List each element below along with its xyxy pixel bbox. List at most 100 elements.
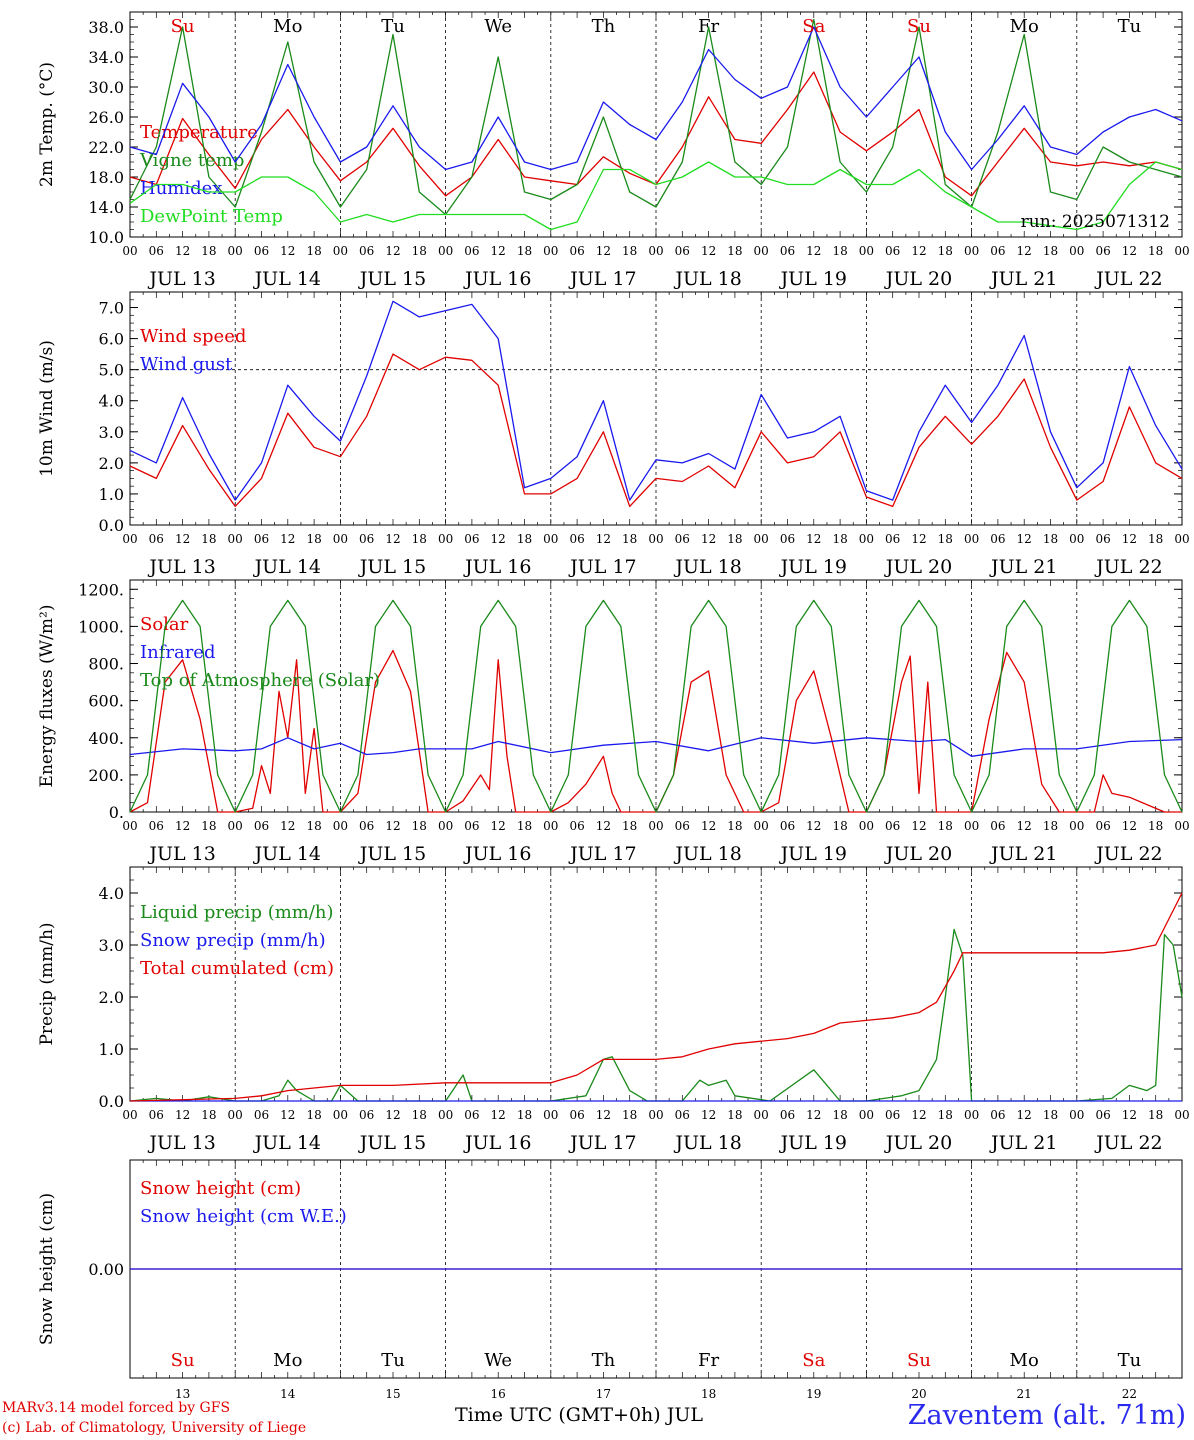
hour-tick-label: 12 xyxy=(385,1108,400,1122)
hour-tick-label: 00 xyxy=(543,532,558,546)
hour-tick-label: 06 xyxy=(1095,819,1110,833)
hour-tick-label: 06 xyxy=(780,1108,795,1122)
hour-tick-label: 12 xyxy=(1017,819,1032,833)
weekday-label: Tu xyxy=(381,16,405,37)
hour-tick-label: 06 xyxy=(464,819,479,833)
y-tick-label: 4.0 xyxy=(99,392,124,411)
date-label: JUL 20 xyxy=(884,1132,952,1154)
hour-tick-label: 06 xyxy=(359,244,374,258)
hour-tick-label: 12 xyxy=(1017,244,1032,258)
date-label: JUL 16 xyxy=(463,843,531,865)
hour-tick-label: 12 xyxy=(175,532,190,546)
y-tick-label: 10.0 xyxy=(88,228,124,247)
hour-tick-label: 12 xyxy=(596,819,611,833)
y-tick-label: 18.0 xyxy=(88,168,124,187)
day-number: 16 xyxy=(491,1387,506,1401)
hour-tick-label: 18 xyxy=(412,244,427,258)
date-label: JUL 21 xyxy=(989,1132,1057,1154)
y-tick-label: 3.0 xyxy=(99,423,124,442)
hour-tick-label: 06 xyxy=(359,1108,374,1122)
hour-tick-label: 06 xyxy=(990,1108,1005,1122)
weekday-label: Tu xyxy=(1118,16,1142,37)
series-line-wind-gust xyxy=(129,300,1183,501)
hour-tick-label: 12 xyxy=(701,532,716,546)
date-label: JUL 16 xyxy=(463,1132,531,1154)
weekday-label: We xyxy=(484,16,512,37)
hour-tick-label: 18 xyxy=(201,1108,216,1122)
hour-tick-label: 06 xyxy=(149,1108,164,1122)
legend-entry: Humidex xyxy=(140,178,222,199)
date-label: JUL 13 xyxy=(147,268,215,290)
hour-tick-label: 00 xyxy=(1069,1108,1084,1122)
hour-tick-label: 12 xyxy=(806,532,821,546)
model-credit: MARv3.14 model forced by GFS xyxy=(2,1400,231,1416)
hour-tick-label: 00 xyxy=(964,244,979,258)
hour-tick-label: 06 xyxy=(1095,244,1110,258)
hour-tick-label: 06 xyxy=(990,532,1005,546)
hour-tick-label: 12 xyxy=(175,819,190,833)
legend-entry: DewPoint Temp xyxy=(140,206,283,227)
weekday-label: Fr xyxy=(698,1350,719,1371)
date-label: JUL 20 xyxy=(884,268,952,290)
hour-tick-label: 00 xyxy=(1174,819,1189,833)
y-tick-label: 30.0 xyxy=(88,78,124,97)
hour-tick-label: 06 xyxy=(885,244,900,258)
date-label: JUL 15 xyxy=(358,843,426,865)
date-label: JUL 17 xyxy=(568,556,636,578)
date-label: JUL 19 xyxy=(779,556,847,578)
legend-entry: Snow precip (mm/h) xyxy=(140,930,326,951)
legend-entry: Snow height (cm W.E.) xyxy=(140,1206,347,1227)
y-tick-label: 34.0 xyxy=(88,48,124,67)
hour-tick-label: 18 xyxy=(938,532,953,546)
hour-tick-label: 18 xyxy=(306,532,321,546)
day-number: 13 xyxy=(175,1387,190,1401)
hour-tick-label: 00 xyxy=(333,244,348,258)
hour-tick-label: 00 xyxy=(859,244,874,258)
hour-tick-label: 06 xyxy=(885,1108,900,1122)
hour-tick-label: 00 xyxy=(438,532,453,546)
panel-4: 0.0 1.0 2.0 3.0 4.0 Precip (mm/h) 00 06 12 18 JUL … xyxy=(37,866,1190,1154)
hour-tick-label: 12 xyxy=(491,819,506,833)
hour-tick-label: 18 xyxy=(938,819,953,833)
y-tick-label: 22.0 xyxy=(88,138,124,157)
day-number: 19 xyxy=(806,1387,821,1401)
hour-tick-label: 12 xyxy=(385,819,400,833)
hour-tick-label: 06 xyxy=(359,819,374,833)
y-tick-label: 26.0 xyxy=(88,108,124,127)
hour-tick-label: 12 xyxy=(596,244,611,258)
hour-tick-label: 12 xyxy=(280,532,295,546)
y-tick-label: 1.0 xyxy=(99,485,124,504)
series-line-liquid-precip-mm-h- xyxy=(129,928,1183,1102)
date-label: JUL 19 xyxy=(779,1132,847,1154)
hour-tick-label: 12 xyxy=(491,532,506,546)
hour-tick-label: 00 xyxy=(1174,244,1189,258)
hour-tick-label: 00 xyxy=(228,1108,243,1122)
hour-tick-label: 18 xyxy=(412,819,427,833)
hour-tick-label: 18 xyxy=(306,819,321,833)
date-label: JUL 16 xyxy=(463,268,531,290)
y-tick-label: 3.0 xyxy=(99,936,124,955)
y-axis-label: Energy fluxes (W/m²) xyxy=(37,605,57,788)
footer-credits: MARv3.14 model forced by GFS (c) Lab. of… xyxy=(2,1398,306,1438)
hour-tick-label: 00 xyxy=(543,1108,558,1122)
hour-tick-label: 12 xyxy=(911,1108,926,1122)
hour-tick-label: 00 xyxy=(754,532,769,546)
date-label: JUL 13 xyxy=(147,843,215,865)
hour-tick-label: 18 xyxy=(727,1108,742,1122)
legend-entry: Total cumulated (cm) xyxy=(140,958,334,979)
hour-tick-label: 00 xyxy=(648,244,663,258)
hour-tick-label: 18 xyxy=(727,819,742,833)
date-label: JUL 19 xyxy=(779,268,847,290)
hour-tick-label: 12 xyxy=(596,532,611,546)
y-axis-label: 10m Wind (m/s) xyxy=(37,340,57,477)
legend-entry: Vigne temp xyxy=(139,150,244,171)
date-label: JUL 20 xyxy=(884,556,952,578)
hour-tick-label: 00 xyxy=(754,819,769,833)
date-label: JUL 14 xyxy=(253,843,321,865)
y-tick-label: 4.0 xyxy=(99,884,124,903)
y-axis-label: Precip (mm/h) xyxy=(37,922,57,1045)
run-annotation: run: 2025071312 xyxy=(1021,212,1170,232)
hour-tick-label: 06 xyxy=(675,244,690,258)
panel-3: 0. 200. 400. 600. 800. 1000. 1200. Energy fluxe… xyxy=(37,579,1190,865)
x-axis-title: Time UTC (GMT+0h) JUL xyxy=(455,1404,703,1426)
